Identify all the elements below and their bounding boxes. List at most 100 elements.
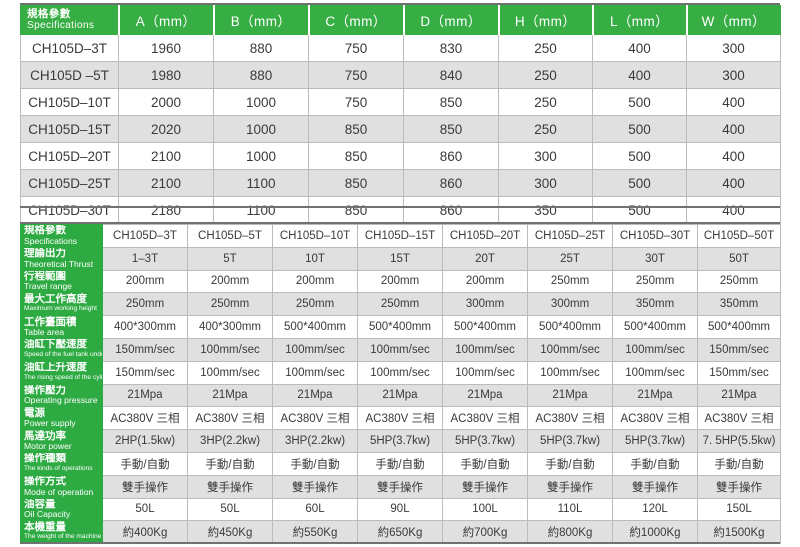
spec-value: 5HP(3.7kw) [442,429,528,453]
spec-value: 15T [357,246,443,271]
spec-table-top-rule [20,222,780,224]
model-name: CH105D–30T [20,196,119,224]
row-label-en: Mode of operation [24,486,94,497]
cell-d: 850 [403,88,499,116]
table-row: 馬達功率 Motor power 2HP(1.5kw) 3HP(2.2kw) 3… [20,429,781,453]
spec-row-label-cylinder-rising-speed: 油缸上升速度 The rising speed of the cylinder [20,360,103,385]
cell-a: 2020 [118,115,214,143]
cell-a: 1960 [118,34,214,62]
dimension-table-top-rule [20,3,780,5]
spec-value: 350mm [612,292,698,317]
spec-value: 手動/自動 [187,451,273,476]
spec-value: 300mm [442,292,528,317]
spec-value: 60L [272,497,358,522]
row-label-en: The rising speed of the cylinder [24,373,103,381]
spec-value: AC380V 三相 [527,406,613,431]
spec-value: 雙手操作 [357,474,443,499]
cell-l: 400 [592,61,687,89]
cell-l: 500 [592,169,687,197]
spec-value: 21Mpa [527,383,613,408]
spec-value: 200mm [272,269,358,294]
spec-row-label-kinds-of-operations: 操作種類 The kinds of operations [20,451,103,476]
dimension-table-bottom-rule [20,206,780,208]
spec-value: 150mm/sec [697,360,781,385]
spec-value: 雙手操作 [527,474,613,499]
spec-value: 手動/自動 [612,451,698,476]
spec-model: CH105D–20T [442,224,528,248]
dimension-table-body: CH105D–3T 1960 880 750 830 250 400 300 C… [20,34,781,251]
spec-row-label-oil-capacity: 油容量 Oil Capacity [20,497,103,522]
table-row: 油容量 Oil Capacity 50L 50L 60L 90L 100L 11… [20,497,781,522]
spec-value: 500*400mm [527,315,613,339]
spec-value: 50T [697,246,781,271]
spec-row-label-theoretical-thrust: 理論出力 Theoretical Thrust [20,246,103,271]
spec-value: 250mm [612,269,698,294]
spec-model: CH105D–5T [187,224,273,248]
spec-model: CH105D–25T [527,224,613,248]
spec-value: 約550Kg [272,520,358,545]
table-row: CH105D–10T 2000 1000 750 850 250 500 400 [20,88,781,116]
cell-c: 850 [308,196,404,224]
row-label-cn: 電源 [24,406,45,419]
table-row: 油缸上升速度 The rising speed of the cylinder … [20,360,781,385]
cell-b: 1000 [213,88,309,116]
spec-value: 500*400mm [357,315,443,339]
spec-value: AC380V 三相 [442,406,528,431]
spec-value: 250mm [272,292,358,317]
spec-label-cn: 規格參數 [27,7,71,20]
cell-b: 1100 [213,196,309,224]
cell-b: 880 [213,34,309,62]
spec-row-label-table-area: 工作臺面積 Table area [20,315,103,339]
spec-value: 30T [612,246,698,271]
spec-value: 200mm [102,269,188,294]
spec-value: 100L [442,497,528,522]
dimension-header-b: B（mm） [213,5,310,35]
cell-w: 400 [686,142,781,170]
cell-w: 400 [686,196,781,224]
table-row: 操作壓力 Operating pressure 21Mpa 21Mpa 21Mp… [20,383,781,408]
model-name: CH105D–25T [20,169,119,197]
table-row: CH105D–3T 1960 880 750 830 250 400 300 [20,34,781,62]
table-row: CH105D–30T 2180 1100 850 860 350 500 400 [20,196,781,224]
row-label-en: Oil Capacity [24,509,71,520]
spec-value: 250mm [527,269,613,294]
spec-value: AC380V 三相 [187,406,273,431]
spec-value: 5T [187,246,273,271]
model-name: CH105D–10T [20,88,119,116]
row-label-en: The weight of the machine [24,533,102,541]
cell-c: 850 [308,169,404,197]
dimension-header-l: L（mm） [592,5,688,35]
spec-value: 約400Kg [102,520,188,545]
cell-h: 300 [498,169,593,197]
spec-value: 雙手操作 [442,474,528,499]
row-label-en: Maximum working height [24,305,97,313]
cell-d: 860 [403,196,499,224]
spec-value: 50L [187,497,273,522]
spec-value: 約1000Kg [612,520,698,545]
spec-value: 200mm [357,269,443,294]
spec-value: 250mm [187,292,273,317]
spec-value: AC380V 三相 [272,406,358,431]
spec-row-label-operating-pressure: 操作壓力 Operating pressure [20,383,103,408]
spec-value: 21Mpa [357,383,443,408]
spec-value: 250mm [102,292,188,317]
cell-h: 250 [498,61,593,89]
cell-b: 1000 [213,142,309,170]
table-row: 油缸下壓速度 Speed of the fuel tank under pres… [20,337,781,362]
spec-value: 100mm/sec [272,337,358,362]
dimension-header-a: A（mm） [118,5,215,35]
spec-value: 150mm/sec [102,360,188,385]
row-label-en: Table area [24,327,65,338]
spec-value: 雙手操作 [102,474,188,499]
table-row: CH105D–15T 2020 1000 850 850 250 500 400 [20,115,781,143]
spec-value: 150mm/sec [697,337,781,362]
table-row: 理論出力 Theoretical Thrust 1–3T 5T 10T 15T … [20,246,781,271]
spec-value: 100mm/sec [442,337,528,362]
spec-value: 90L [357,497,443,522]
cell-l: 500 [592,115,687,143]
spec-model: CH105D–15T [357,224,443,248]
cell-l: 400 [592,34,687,62]
cell-a: 2100 [118,142,214,170]
dimension-table-header-row: 規格參數 Specifications A（mm） B（mm） C（mm） D（… [20,5,781,35]
spec-value: 150L [697,497,781,522]
